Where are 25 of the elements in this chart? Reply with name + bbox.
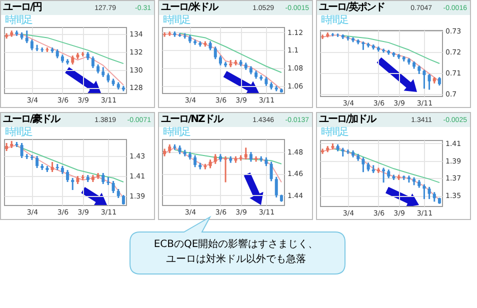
chart-title: ユーロ/加ドル: [319, 114, 376, 126]
line-series: [322, 34, 440, 82]
line-series: [6, 34, 124, 86]
line-series: [342, 35, 440, 64]
line-series: [16, 146, 124, 182]
text: 時間足: [163, 127, 190, 138]
text: ECBのQE開始の影響はすさまじく、: [152, 238, 320, 252]
text: 時間足: [5, 15, 32, 26]
line-series: [6, 144, 124, 198]
text: 時間足: [163, 15, 190, 26]
text: 時間足: [321, 15, 348, 26]
chart-title: ユーロ/豪ドル: [3, 114, 60, 126]
chart-title: ユーロ/英ポンド: [319, 2, 385, 14]
text: 時間足: [321, 127, 348, 138]
text: 時間足: [5, 127, 32, 138]
line-series: [322, 147, 440, 200]
line-series: [174, 149, 282, 164]
line-series: [179, 32, 282, 73]
text: ユーロは対米ドル以外でも急落: [165, 252, 307, 267]
chart-title: ユーロ/米ドル: [161, 2, 218, 14]
chart-title: ユーロ/NZドル: [161, 114, 222, 126]
chart-title: ユーロ/円: [3, 2, 42, 14]
line-series: [164, 147, 282, 183]
line-series: [164, 34, 282, 90]
line-series: [21, 34, 124, 64]
